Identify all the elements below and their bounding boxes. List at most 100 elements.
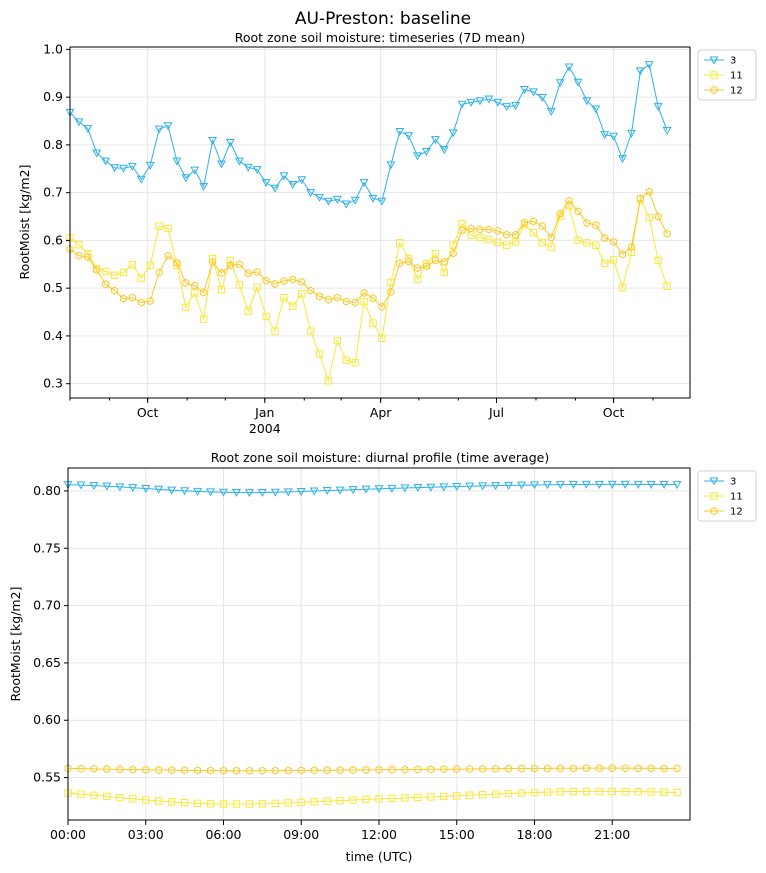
- data-point: [413, 484, 423, 493]
- data-point: [608, 787, 616, 796]
- legend-label-12: 12: [730, 507, 743, 518]
- data-point: [136, 175, 146, 184]
- data-point: [193, 487, 203, 496]
- diurnal-legend: 3 11 12: [697, 470, 757, 522]
- data-point: [167, 798, 176, 806]
- data-point: [518, 764, 526, 773]
- x-tick-label: 15:00: [439, 827, 475, 842]
- data-point: [180, 487, 190, 496]
- data-point: [172, 157, 182, 166]
- x-tick-label: 06:00: [205, 827, 241, 842]
- data-point: [359, 179, 369, 188]
- data-point: [543, 481, 552, 490]
- data-point: [491, 790, 500, 798]
- data-point: [494, 226, 502, 235]
- timeseries-legend: 3 11 12: [697, 49, 757, 101]
- data-point: [478, 482, 488, 491]
- data-point: [401, 794, 409, 802]
- data-point: [361, 485, 371, 494]
- data-point: [520, 218, 529, 227]
- series-line-11: [67, 790, 678, 805]
- data-point: [219, 800, 228, 808]
- data-point: [342, 356, 350, 364]
- data-point: [396, 239, 404, 247]
- data-point: [386, 161, 396, 170]
- data-point: [225, 138, 235, 147]
- data-point: [374, 485, 384, 494]
- data-point: [634, 764, 642, 773]
- data-point: [672, 481, 682, 490]
- data-point: [439, 483, 449, 492]
- data-point: [209, 257, 217, 266]
- data-point: [322, 487, 332, 496]
- series-line-12: [69, 190, 668, 308]
- data-point: [414, 264, 422, 273]
- data-point: [307, 286, 315, 295]
- data-point: [673, 788, 681, 797]
- data-point: [626, 129, 636, 138]
- data-point: [502, 103, 512, 112]
- data-point: [528, 88, 538, 97]
- data-point: [449, 249, 457, 258]
- y-tick-label: 0.6: [43, 232, 63, 247]
- data-point: [180, 798, 189, 807]
- data-point: [217, 285, 226, 294]
- data-point: [476, 233, 484, 242]
- data-point: [547, 233, 555, 242]
- data-point: [574, 236, 582, 245]
- legend-marker-12: [710, 506, 718, 516]
- data-point: [568, 480, 578, 489]
- data-point: [279, 172, 289, 181]
- data-point: [440, 792, 448, 801]
- x-tick-label: 12:00: [361, 827, 397, 842]
- data-point: [84, 253, 92, 262]
- data-point: [595, 787, 603, 796]
- data-point: [452, 483, 462, 492]
- data-point: [636, 194, 644, 203]
- data-point: [635, 67, 645, 76]
- data-point: [146, 296, 154, 306]
- data-point: [610, 237, 618, 246]
- data-point: [262, 312, 270, 321]
- data-point: [400, 484, 410, 493]
- data-point: [142, 765, 150, 774]
- data-point: [77, 764, 85, 773]
- data-point: [621, 787, 629, 796]
- data-point: [323, 766, 331, 775]
- data-point: [252, 166, 262, 175]
- data-point: [316, 292, 324, 301]
- data-point: [128, 261, 137, 269]
- data-point: [414, 793, 422, 802]
- series-line-12: [67, 767, 678, 772]
- data-point: [335, 486, 345, 495]
- data-point: [235, 281, 244, 289]
- data-point: [543, 764, 551, 773]
- data-point: [476, 225, 484, 234]
- data-point: [601, 259, 609, 268]
- data-point: [315, 350, 324, 358]
- data-point: [145, 161, 155, 170]
- data-point: [253, 283, 261, 291]
- data-point: [119, 294, 127, 303]
- data-point: [404, 132, 414, 141]
- data-point: [155, 268, 163, 277]
- data-point: [484, 95, 494, 104]
- data-point: [110, 271, 119, 279]
- data-point: [296, 487, 306, 496]
- data-point: [141, 484, 151, 493]
- data-point: [465, 482, 475, 491]
- data-point: [620, 480, 630, 489]
- data-point: [453, 765, 461, 774]
- data-point: [492, 764, 500, 773]
- data-point: [607, 480, 617, 489]
- data-point: [466, 791, 474, 799]
- data-point: [127, 162, 137, 171]
- data-point: [448, 129, 458, 138]
- data-point: [644, 61, 654, 70]
- data-point: [538, 239, 547, 247]
- data-point: [351, 358, 359, 367]
- data-point: [92, 149, 102, 158]
- data-point: [154, 125, 164, 134]
- data-point: [271, 799, 280, 808]
- data-point: [504, 789, 513, 798]
